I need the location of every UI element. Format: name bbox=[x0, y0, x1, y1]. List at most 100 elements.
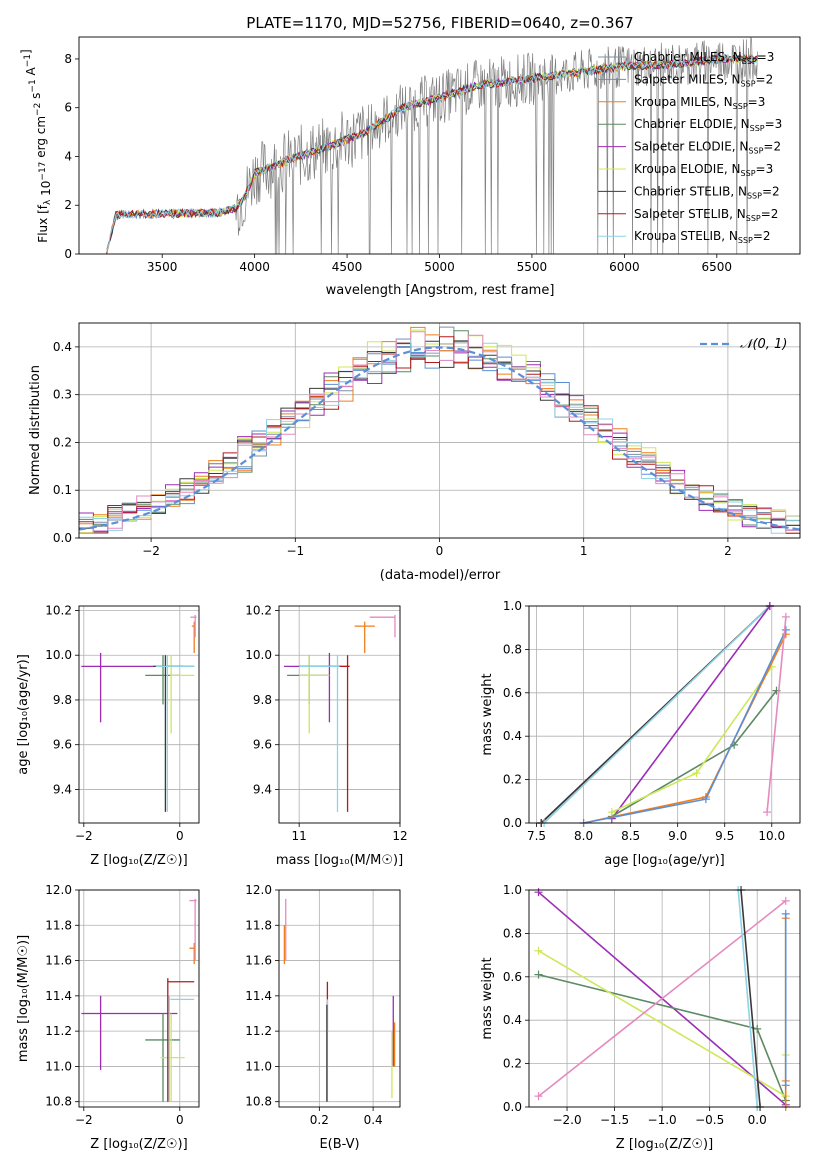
axes-7: 0.2 0.4 10.8 11.0 11.2 11.4 11.6 11.8 12.0 E(B-V) bbox=[245, 883, 401, 1152]
tick-label-x: 5500 bbox=[517, 260, 548, 274]
tick-label-y: 10.0 bbox=[45, 648, 72, 662]
tick-label-y: 0 bbox=[64, 247, 72, 261]
x-axis-label: Z [log₁₀(Z/Z☉)] bbox=[90, 1137, 187, 1152]
tick-label-x: −2 bbox=[142, 544, 160, 558]
tick-label-y: 11.2 bbox=[245, 1024, 272, 1038]
tick-label-x: 11 bbox=[292, 829, 307, 843]
tick-label-y: 0.2 bbox=[503, 773, 522, 787]
legend-subscript: SSP bbox=[742, 57, 757, 66]
tick-label-y: 10.0 bbox=[245, 648, 272, 662]
tick-label-y: 11.4 bbox=[45, 989, 72, 1003]
tick-label-y: 0.0 bbox=[503, 816, 522, 830]
legend-label: Chabrier STELIB, NSSP=2 bbox=[634, 184, 780, 200]
tick-label-y: 0.3 bbox=[53, 388, 72, 402]
y-axis-label-part: −2 bbox=[33, 103, 43, 116]
legend-subscript: SSP bbox=[750, 124, 765, 133]
y-axis-label-part: A bbox=[24, 66, 38, 79]
legend-label: Salpeter STELIB, NSSP=2 bbox=[634, 207, 778, 223]
weight-marker bbox=[701, 795, 710, 804]
weight-marker bbox=[763, 808, 772, 817]
tick-label-x: 6000 bbox=[609, 260, 640, 274]
tick-label-y: 1.0 bbox=[503, 883, 522, 897]
tick-label-y: 0.1 bbox=[53, 483, 72, 497]
tick-label-y: 0.8 bbox=[503, 642, 522, 656]
tick-label-y: 9.8 bbox=[53, 693, 72, 707]
tick-label-x: 0.4 bbox=[364, 1113, 383, 1127]
tick-label-y: 9.6 bbox=[253, 738, 272, 752]
tick-label-y: 0.0 bbox=[53, 531, 72, 545]
tick-label-x: 0 bbox=[436, 544, 444, 558]
tick-label-y: 10.2 bbox=[245, 603, 272, 617]
tick-label-x: −1.5 bbox=[600, 1113, 629, 1127]
tick-label-y: 4 bbox=[64, 149, 72, 163]
x-axis-label: E(B-V) bbox=[319, 1137, 359, 1152]
weight-line-krou-stelib bbox=[737, 890, 758, 1107]
tick-label-y: 0.6 bbox=[503, 686, 522, 700]
axes-3: −2 0 9.4 9.6 9.8 10.0 10.2 Z [log₁₀(Z/Z☉)] age [… bbox=[16, 603, 200, 868]
axes-4: 11 12 9.4 9.6 9.8 10.0 10.2 mass [log₁₀(M/M☉)] bbox=[245, 603, 407, 868]
tick-label-y: 0.4 bbox=[503, 1013, 522, 1027]
tick-label-y: 0.0 bbox=[503, 1100, 522, 1114]
tick-label-y: 11.6 bbox=[245, 954, 272, 968]
tick-label-x: 1 bbox=[580, 544, 588, 558]
tick-label-y: 0.6 bbox=[503, 970, 522, 984]
axes-frame bbox=[278, 605, 401, 824]
weight-line-krou-stelib bbox=[543, 606, 771, 823]
legend-subscript: SSP bbox=[746, 214, 761, 223]
tick-label-y: 11.0 bbox=[245, 1059, 272, 1073]
axes-frame bbox=[78, 889, 200, 1108]
axes-1: 3500 4000 4500 5000 5500 6000 6500 0 2 4 6 8 Chabrie… bbox=[19, 14, 801, 298]
tick-label-x: 0 bbox=[176, 1113, 184, 1127]
weight-line-krou-miles bbox=[583, 633, 787, 823]
tick-label-y: 0.4 bbox=[503, 729, 522, 743]
tick-label-x: −1.0 bbox=[648, 1113, 677, 1127]
legend-nssp: =2 bbox=[761, 207, 779, 221]
tick-label-x: 8.5 bbox=[621, 829, 640, 843]
tick-label-x: 3500 bbox=[147, 260, 178, 274]
y-axis-label-part: 10 bbox=[39, 181, 53, 200]
tick-label-x: 10.0 bbox=[758, 829, 785, 843]
tick-label-y: 11.4 bbox=[245, 989, 272, 1003]
axes-frame bbox=[78, 36, 801, 255]
tick-label-x: −1 bbox=[286, 544, 304, 558]
weight-marker bbox=[753, 1024, 762, 1033]
axes-frame bbox=[528, 605, 801, 824]
legend-label: Chabrier ELODIE, NSSP=3 bbox=[634, 117, 782, 133]
legend-label: Kroupa ELODIE, NSSP=3 bbox=[634, 162, 773, 178]
legend-label: Salpeter ELODIE, NSSP=2 bbox=[634, 140, 781, 156]
weight-marker bbox=[781, 625, 790, 634]
y-axis-label: mass [log₁₀(M/M☉)] bbox=[16, 935, 31, 1062]
tick-label-x: 6500 bbox=[702, 260, 733, 274]
tick-label-y: 2 bbox=[64, 198, 72, 212]
tick-label-y: 0.2 bbox=[503, 1057, 522, 1071]
axes-frame bbox=[78, 322, 801, 539]
legend-nssp: =3 bbox=[757, 50, 775, 64]
tick-label-x: 12 bbox=[392, 829, 407, 843]
tick-label-y: 0.8 bbox=[503, 926, 522, 940]
tick-label-y: 1.0 bbox=[503, 599, 522, 613]
tick-label-x: −2 bbox=[75, 829, 93, 843]
axes-frame bbox=[78, 605, 200, 824]
x-axis-label: (data-model)/error bbox=[380, 568, 501, 583]
y-axis-label-part: erg cm bbox=[34, 116, 48, 162]
y-axis-label-part: ] bbox=[19, 49, 33, 54]
chart-title: PLATE=1170, MJD=52756, FIBERID=0640, z=0… bbox=[246, 14, 633, 32]
tick-label-y: 12.0 bbox=[245, 883, 272, 897]
histogram-pink bbox=[79, 331, 800, 534]
weight-line-chab-elodie bbox=[611, 690, 778, 818]
y-axis-label-part: −1 bbox=[28, 79, 38, 92]
legend-spectrum: Chabrier MILES, NSSP=3 Salpeter MILES, NS… bbox=[598, 50, 782, 245]
tick-label-y: 9.4 bbox=[253, 782, 272, 796]
y-axis-label-part: −1 bbox=[23, 54, 33, 67]
tick-label-y: 11.0 bbox=[45, 1059, 72, 1073]
tick-label-x: 4500 bbox=[332, 260, 363, 274]
tick-label-x: 2 bbox=[724, 544, 732, 558]
legend-label: Kroupa STELIB, NSSP=2 bbox=[634, 229, 771, 245]
weight-line-salp-miles bbox=[583, 629, 787, 823]
weight-marker bbox=[781, 1081, 790, 1090]
legend-subscript: SSP bbox=[741, 79, 756, 88]
tick-label-y: 11.8 bbox=[45, 918, 72, 932]
legend-subscript: SSP bbox=[741, 169, 756, 178]
tick-label-y: 12.0 bbox=[45, 883, 72, 897]
